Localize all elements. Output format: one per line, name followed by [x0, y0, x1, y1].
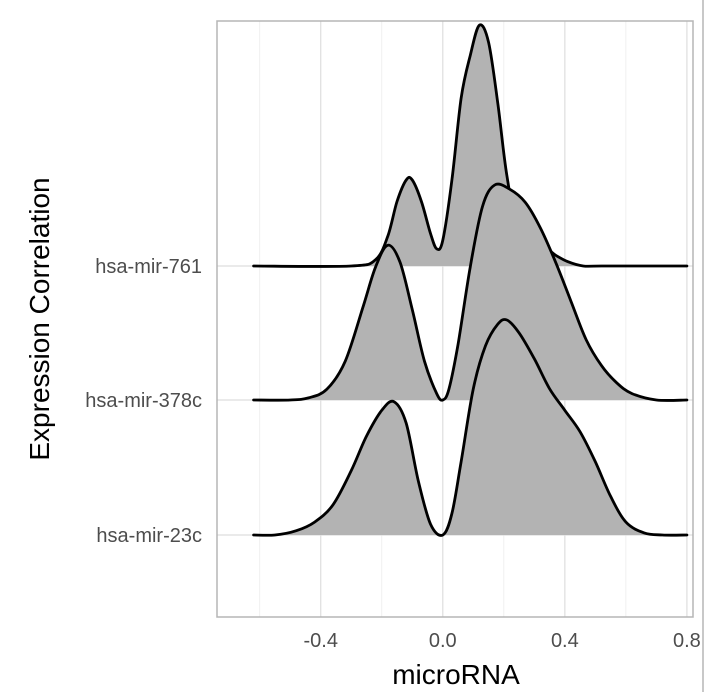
- x-tick-label: -0.4: [304, 630, 338, 652]
- panel-border: [216, 20, 694, 618]
- x-tick-label: 0.4: [551, 630, 579, 652]
- ridges: [252, 23, 689, 537]
- ridge-line-hsa-mir-23c: [252, 318, 689, 537]
- ridge-fill-hsa-mir-23c: [253, 319, 687, 536]
- x-tick-label: 0.8: [673, 630, 701, 652]
- x-tick-label: 0.0: [429, 630, 457, 652]
- ridge-line-hsa-mir-761: [252, 23, 689, 268]
- y-axis-title: Expression Correlation: [24, 177, 55, 460]
- ridge-fill-hsa-mir-761: [253, 24, 687, 267]
- ridge-hsa-mir-23c: [252, 318, 689, 537]
- x-axis-title: microRNA: [392, 659, 520, 690]
- y-tick-labels: hsa-mir-23c hsa-mir-378c hsa-mir-761: [85, 256, 202, 547]
- x-tick-labels: -0.4 0.0 0.4 0.8: [304, 630, 701, 652]
- ridge-hsa-mir-378c: [252, 182, 689, 402]
- y-tick-label: hsa-mir-378c: [85, 390, 202, 412]
- ridge-fill-hsa-mir-378c: [253, 184, 687, 401]
- ridge-hsa-mir-761: [252, 23, 689, 268]
- ridge-line-hsa-mir-378c: [252, 182, 689, 402]
- y-tick-label: hsa-mir-23c: [96, 525, 202, 547]
- y-tick-label: hsa-mir-761: [95, 256, 202, 278]
